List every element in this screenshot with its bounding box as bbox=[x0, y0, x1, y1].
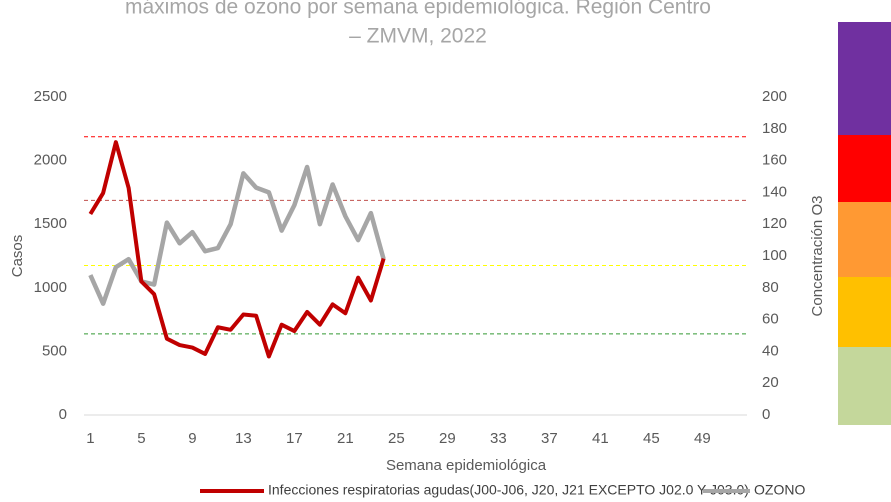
y-tick-label: 1000 bbox=[34, 279, 67, 296]
y-tick-label: 1500 bbox=[34, 215, 67, 232]
legend-label: Infecciones respiratorias agudas(J00-J06… bbox=[268, 482, 749, 498]
x-axis-label: Semana epidemiológica bbox=[386, 457, 547, 474]
y-axis-label: Casos bbox=[9, 235, 26, 278]
legend-label: OZONO bbox=[754, 482, 805, 498]
x-tick-label: 41 bbox=[592, 430, 609, 447]
x-tick-label: 21 bbox=[337, 430, 354, 447]
x-tick-label: 1 bbox=[86, 430, 94, 447]
band-green bbox=[838, 347, 891, 425]
x-tick-label: 49 bbox=[694, 430, 711, 447]
y2-tick-label: 60 bbox=[762, 311, 779, 328]
y2-tick-label: 40 bbox=[762, 342, 779, 359]
x-tick-label: 17 bbox=[286, 430, 303, 447]
y2-tick-label: 20 bbox=[762, 374, 779, 391]
band-orange bbox=[838, 202, 891, 277]
band-red bbox=[838, 135, 891, 202]
x-tick-label: 5 bbox=[137, 430, 145, 447]
y2-tick-label: 200 bbox=[762, 88, 787, 105]
y2-tick-label: 0 bbox=[762, 406, 770, 423]
x-tick-label: 25 bbox=[388, 430, 405, 447]
x-tick-label: 9 bbox=[188, 430, 196, 447]
y2-tick-label: 80 bbox=[762, 279, 779, 296]
y2-tick-label: 120 bbox=[762, 215, 787, 232]
y-tick-label: 0 bbox=[59, 406, 67, 423]
series-line bbox=[88, 140, 386, 359]
y2-tick-label: 160 bbox=[762, 152, 787, 169]
band-yellow bbox=[838, 277, 891, 347]
x-tick-label: 45 bbox=[643, 430, 660, 447]
x-tick-label: 37 bbox=[541, 430, 558, 447]
x-tick-label: 33 bbox=[490, 430, 507, 447]
chart-title: – ZMVM, 2022 bbox=[349, 25, 487, 48]
y2-axis-label: Concentración O3 bbox=[809, 196, 826, 317]
color-scale bbox=[838, 22, 891, 425]
y-tick-label: 2500 bbox=[34, 88, 67, 105]
y2-tick-label: 100 bbox=[762, 247, 787, 264]
x-tick-label: 13 bbox=[235, 430, 252, 447]
band-purple bbox=[838, 22, 891, 135]
y2-tick-label: 140 bbox=[762, 183, 787, 200]
y-tick-label: 500 bbox=[42, 342, 67, 359]
y-tick-label: 2000 bbox=[34, 152, 67, 169]
chart-title: máximos de ozono por semana epidemiológi… bbox=[125, 0, 711, 19]
x-tick-label: 29 bbox=[439, 430, 456, 447]
y2-tick-label: 180 bbox=[762, 120, 787, 137]
